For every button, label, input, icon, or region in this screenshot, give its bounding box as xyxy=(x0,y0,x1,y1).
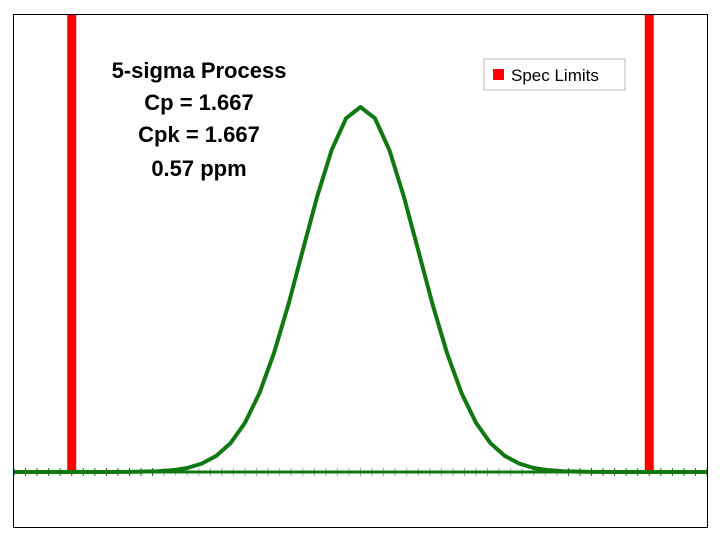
legend-swatch-spec-limits xyxy=(493,69,504,80)
chart-plot: 5-sigma Process Cp = 1.667 Cpk = 1.667 0… xyxy=(14,15,707,476)
legend-box xyxy=(483,58,626,91)
annotation-cpk: Cpk = 1.667 xyxy=(138,122,260,147)
normal-distribution-curve xyxy=(14,105,707,474)
annotation-cp: Cp = 1.667 xyxy=(144,90,253,115)
legend: Spec Limits xyxy=(483,58,626,91)
chart-frame: 5-sigma Process Cp = 1.667 Cpk = 1.667 0… xyxy=(13,14,708,528)
legend-label-spec-limits: Spec Limits xyxy=(511,66,599,85)
annotation-block: 5-sigma Process Cp = 1.667 Cpk = 1.667 0… xyxy=(112,58,287,181)
annotation-process-label: 5-sigma Process xyxy=(112,58,287,83)
annotation-ppm: 0.57 ppm xyxy=(151,156,246,181)
